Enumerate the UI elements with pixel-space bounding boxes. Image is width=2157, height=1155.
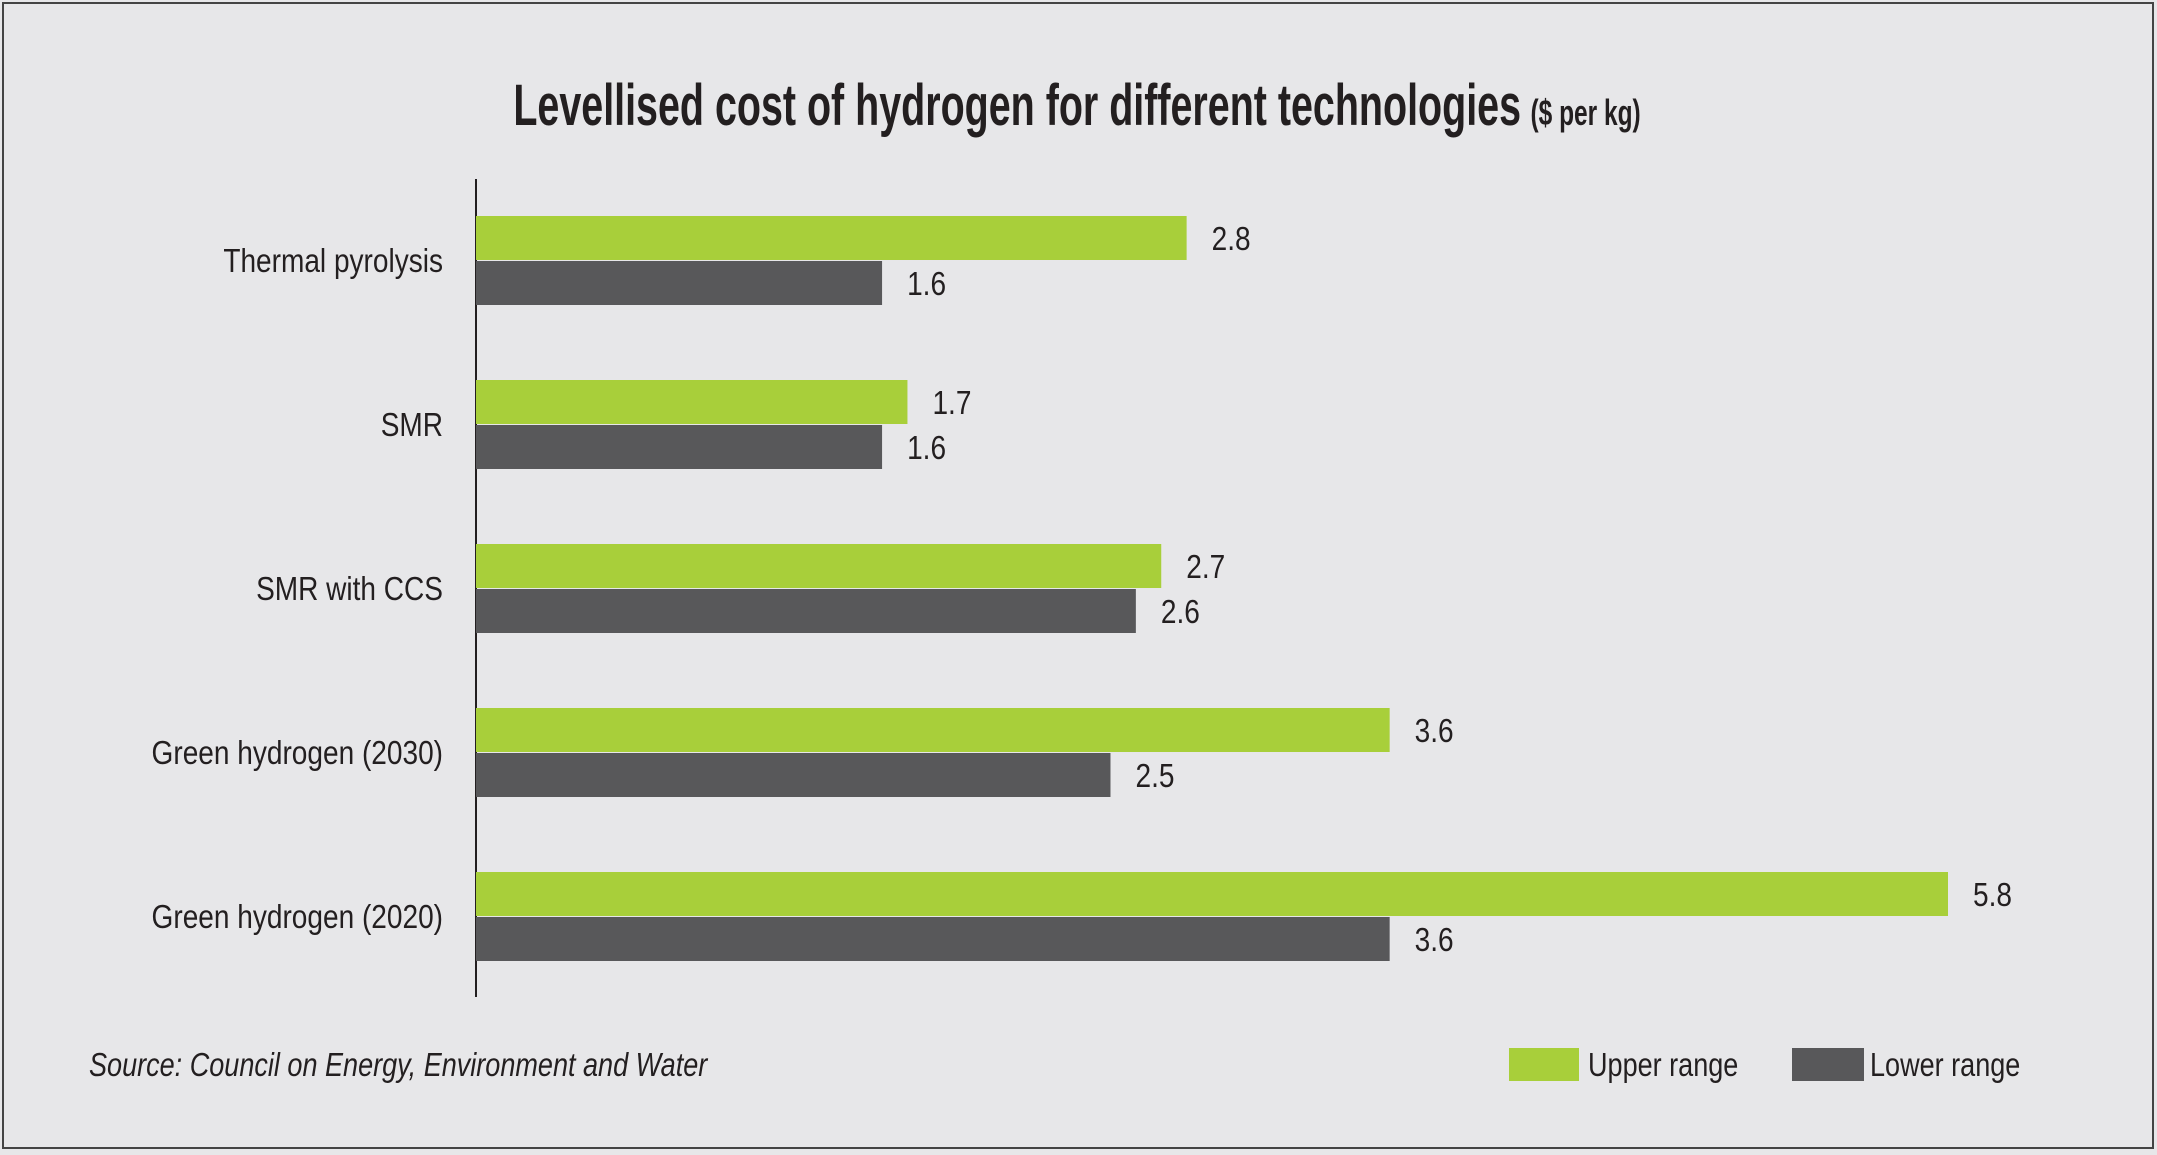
data-label: 5.8 (1973, 877, 2012, 914)
bar-lower-range (476, 753, 1111, 797)
bar-lower-range (476, 917, 1390, 961)
legend-swatch-upper-range (1509, 1048, 1579, 1081)
data-label: 1.7 (932, 385, 971, 422)
bar-lower-range (476, 589, 1136, 633)
legend-swatch-lower-range (1792, 1048, 1864, 1081)
category-label: Green hydrogen (2020) (152, 899, 443, 936)
data-label: 2.6 (1161, 594, 1200, 631)
bar-lower-range (476, 425, 883, 469)
data-label: 1.6 (907, 266, 946, 303)
data-label: 3.6 (1415, 713, 1454, 750)
data-label: 2.5 (1135, 758, 1174, 795)
bar-upper-range (476, 216, 1187, 260)
category-label: Green hydrogen (2030) (152, 735, 443, 772)
bar-lower-range (476, 261, 883, 305)
source-note: Source: Council on Energy, Environment a… (89, 1048, 709, 1084)
bar-upper-range (476, 544, 1162, 588)
data-label: 1.6 (907, 430, 946, 467)
data-label: 2.8 (1212, 221, 1251, 258)
data-label: 3.6 (1415, 922, 1454, 959)
category-label: SMR (381, 407, 443, 444)
bar-upper-range (476, 708, 1390, 752)
bar-upper-range (476, 872, 1948, 916)
category-label: Thermal pyrolysis (223, 243, 443, 280)
data-label: 2.7 (1186, 549, 1225, 586)
category-label: SMR with CCS (256, 571, 443, 608)
legend: Upper range Lower range (1509, 1048, 2020, 1084)
chart-title: Levellised cost of hydrogen for differen… (513, 72, 1640, 137)
legend-label-upper-range: Upper range (1588, 1048, 1738, 1084)
legend-label-lower-range: Lower range (1870, 1048, 2020, 1084)
bar-upper-range (476, 380, 908, 424)
